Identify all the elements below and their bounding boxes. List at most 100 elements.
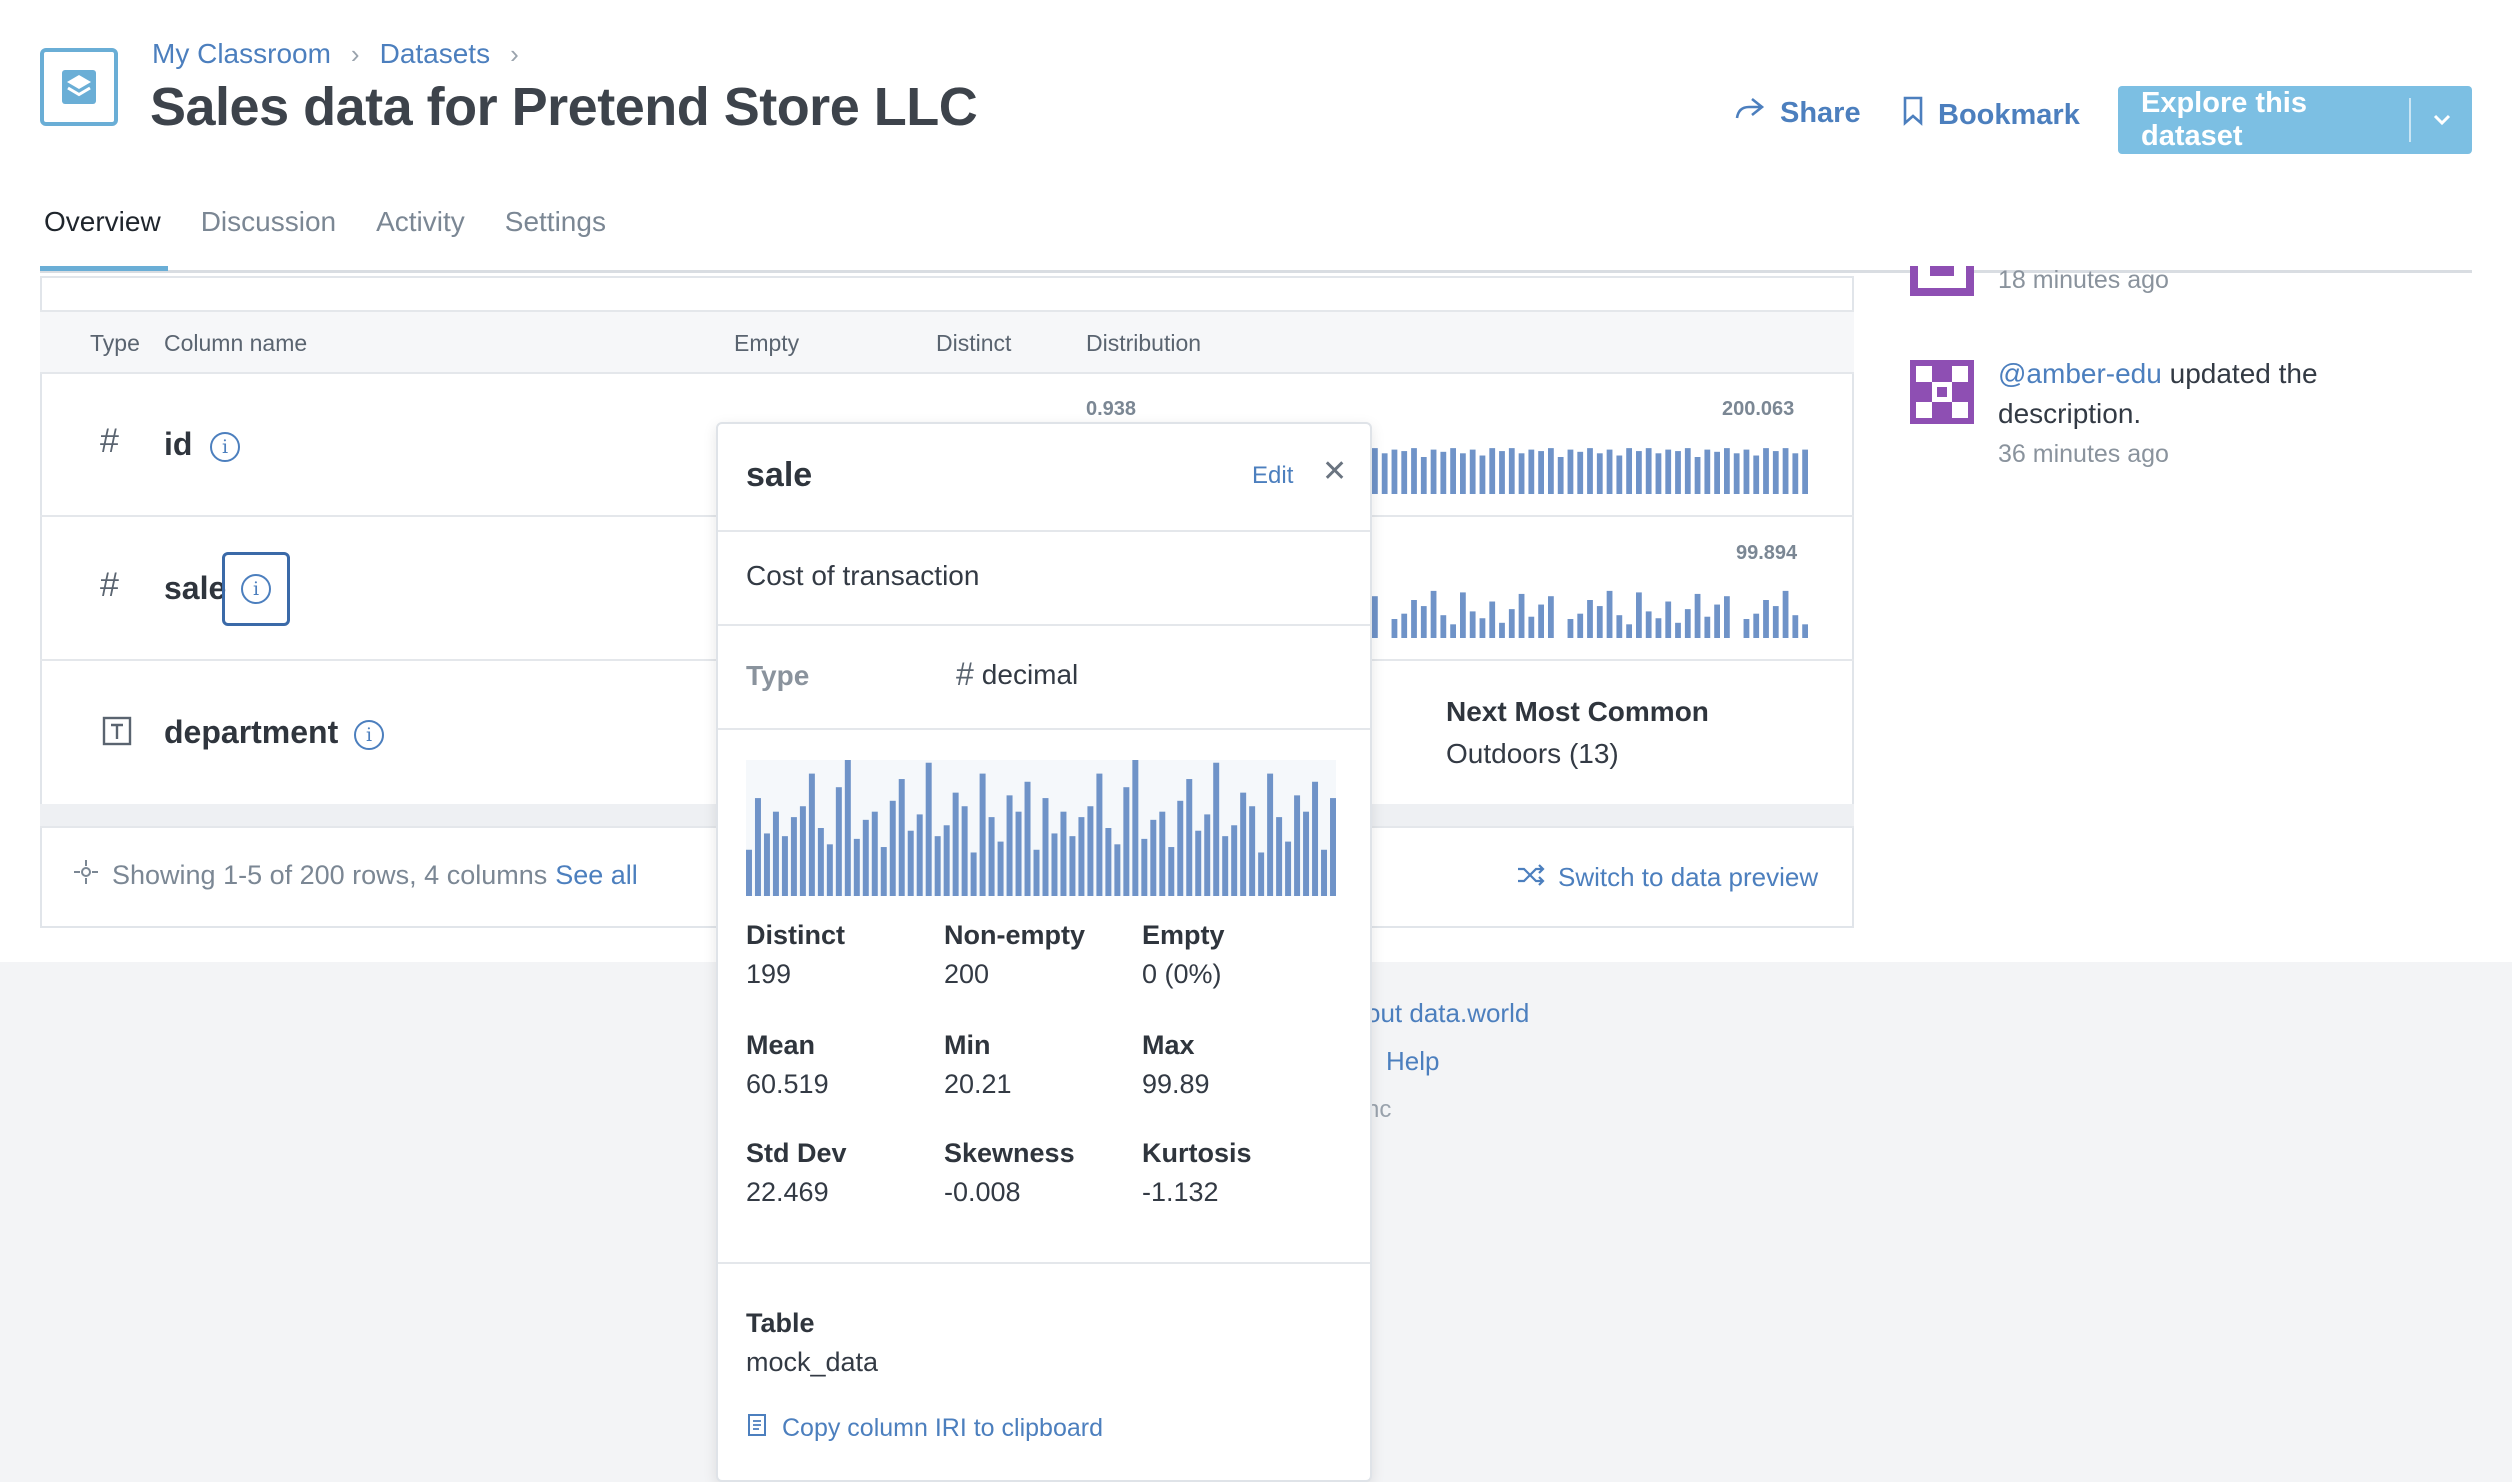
switch-to-preview-link[interactable]: Switch to data preview bbox=[1516, 862, 1818, 893]
tab-settings[interactable]: Settings bbox=[504, 206, 606, 237]
stat-value: 200 bbox=[944, 959, 990, 989]
histogram-bar bbox=[790, 817, 797, 896]
avatar[interactable] bbox=[1910, 360, 1974, 424]
explore-dataset-button[interactable]: Explore this dataset bbox=[2118, 86, 2472, 154]
copy-iri-label: Copy column IRI to clipboard bbox=[782, 1414, 1103, 1442]
stat-label: Non-empty bbox=[944, 920, 1085, 950]
type-label: Type bbox=[746, 660, 810, 691]
next-most-common-value: Outdoors (13) bbox=[1446, 738, 1619, 769]
histogram-bar bbox=[1391, 449, 1398, 494]
number-type-icon: # bbox=[100, 566, 119, 604]
stat-value: 20.21 bbox=[944, 1069, 1012, 1099]
close-icon[interactable]: ✕ bbox=[1322, 455, 1348, 488]
histogram-bar bbox=[1372, 448, 1378, 494]
copy-iri-link[interactable]: Copy column IRI to clipboard bbox=[746, 1412, 1103, 1445]
histogram-bar bbox=[961, 806, 968, 896]
histogram-bar bbox=[826, 844, 833, 896]
histogram-bar bbox=[1213, 762, 1220, 896]
stat-value: -0.008 bbox=[944, 1177, 1021, 1207]
tab-discussion[interactable]: Discussion bbox=[200, 206, 337, 237]
dataset-logo bbox=[40, 48, 118, 126]
histogram-bar bbox=[1792, 453, 1799, 494]
bookmark-label: Bookmark bbox=[1938, 98, 2080, 131]
header-column-name: Column name bbox=[164, 330, 308, 356]
histogram-bar bbox=[1249, 806, 1256, 896]
histogram-bar bbox=[1469, 449, 1476, 494]
info-icon[interactable]: i bbox=[354, 720, 384, 750]
stat-non-empty: Non-empty 200 bbox=[944, 920, 1085, 990]
histogram-bar bbox=[952, 792, 959, 896]
histogram-bar bbox=[1518, 593, 1525, 638]
histogram-bar bbox=[1567, 449, 1574, 494]
histogram-bar bbox=[1087, 806, 1094, 896]
column-description: Cost of transaction bbox=[746, 560, 980, 591]
share-button[interactable]: Share bbox=[1734, 96, 1861, 130]
histogram-bar bbox=[1024, 781, 1031, 896]
histogram-bar bbox=[1132, 760, 1139, 896]
histogram-background bbox=[746, 760, 1336, 896]
histogram-bar bbox=[1645, 448, 1652, 494]
histogram-bar bbox=[772, 811, 779, 896]
histogram-bar bbox=[1802, 449, 1808, 494]
histogram-bar bbox=[1096, 773, 1103, 896]
header-type: Type bbox=[90, 330, 140, 356]
distribution-max: 200.063 bbox=[1722, 398, 1795, 420]
bookmark-button[interactable]: Bookmark bbox=[1902, 96, 2080, 134]
histogram-bar bbox=[1372, 596, 1378, 638]
histogram-bar bbox=[1177, 800, 1184, 896]
info-button-focused[interactable]: i bbox=[222, 552, 290, 626]
stat-min: Min 20.21 bbox=[944, 1030, 1012, 1100]
distribution-max: 99.894 bbox=[1736, 542, 1798, 564]
stat-std-dev: Std Dev 22.469 bbox=[746, 1138, 847, 1208]
histogram-bar bbox=[1694, 457, 1701, 494]
activity-user-link[interactable]: @amber-edu bbox=[1998, 358, 2162, 389]
tab-overview[interactable]: Overview bbox=[44, 206, 161, 237]
column-name-department[interactable]: department bbox=[164, 714, 339, 750]
explore-label: Explore this dataset bbox=[2141, 87, 2307, 152]
activity-time: 18 minutes ago bbox=[1998, 266, 2169, 294]
histogram-bar bbox=[1782, 448, 1789, 494]
see-all-link[interactable]: See all bbox=[555, 860, 638, 890]
breadcrumb-datasets[interactable]: Datasets bbox=[379, 38, 491, 69]
tab-activity[interactable]: Activity bbox=[376, 206, 465, 237]
histogram-bar bbox=[925, 762, 932, 896]
column-name-id[interactable]: id bbox=[164, 426, 193, 462]
number-type-icon: # bbox=[956, 656, 974, 692]
histogram-bar bbox=[1411, 600, 1417, 638]
stat-distinct: Distinct 199 bbox=[746, 920, 845, 990]
popover-histogram bbox=[746, 760, 1336, 896]
histogram-bar bbox=[1802, 624, 1808, 638]
histogram-bar bbox=[1042, 798, 1049, 896]
histogram-bar bbox=[835, 787, 842, 896]
popover-title: sale bbox=[746, 456, 813, 494]
info-icon[interactable]: i bbox=[210, 432, 240, 462]
showing-text: Showing 1-5 of 200 rows, 4 columns bbox=[112, 860, 548, 890]
histogram-bar bbox=[1655, 618, 1662, 638]
histogram-bar bbox=[1204, 814, 1211, 896]
histogram-bar bbox=[1626, 448, 1632, 494]
stat-label: Std Dev bbox=[746, 1138, 847, 1168]
column-name-sale[interactable]: sale bbox=[164, 570, 227, 606]
edit-link[interactable]: Edit bbox=[1252, 462, 1294, 489]
histogram-bar bbox=[1078, 817, 1085, 896]
histogram-bar bbox=[1123, 787, 1130, 896]
type-value: # decimal bbox=[956, 656, 1078, 693]
stat-value: 0 (0%) bbox=[1142, 959, 1222, 989]
distribution-histogram-id bbox=[1372, 448, 1808, 494]
histogram-bar bbox=[1587, 600, 1593, 638]
footer-help-link[interactable]: Help bbox=[1386, 1046, 1440, 1076]
header-empty: Empty bbox=[734, 330, 800, 356]
text-type-icon bbox=[102, 716, 132, 751]
footer-about-link[interactable]: out data.world bbox=[1366, 998, 1530, 1028]
histogram-bar bbox=[1577, 613, 1584, 638]
stat-label: Max bbox=[1142, 1030, 1195, 1060]
histogram-bar bbox=[1276, 817, 1283, 896]
stat-label: Min bbox=[944, 1030, 991, 1060]
stat-label: Mean bbox=[746, 1030, 816, 1060]
histogram-bar bbox=[1763, 448, 1769, 494]
breadcrumb-my-classroom[interactable]: My Classroom bbox=[152, 38, 331, 69]
histogram-bar bbox=[781, 836, 788, 896]
chevron-down-icon[interactable] bbox=[2411, 113, 2472, 127]
histogram-bar bbox=[754, 798, 761, 896]
histogram-bar bbox=[1303, 811, 1310, 896]
